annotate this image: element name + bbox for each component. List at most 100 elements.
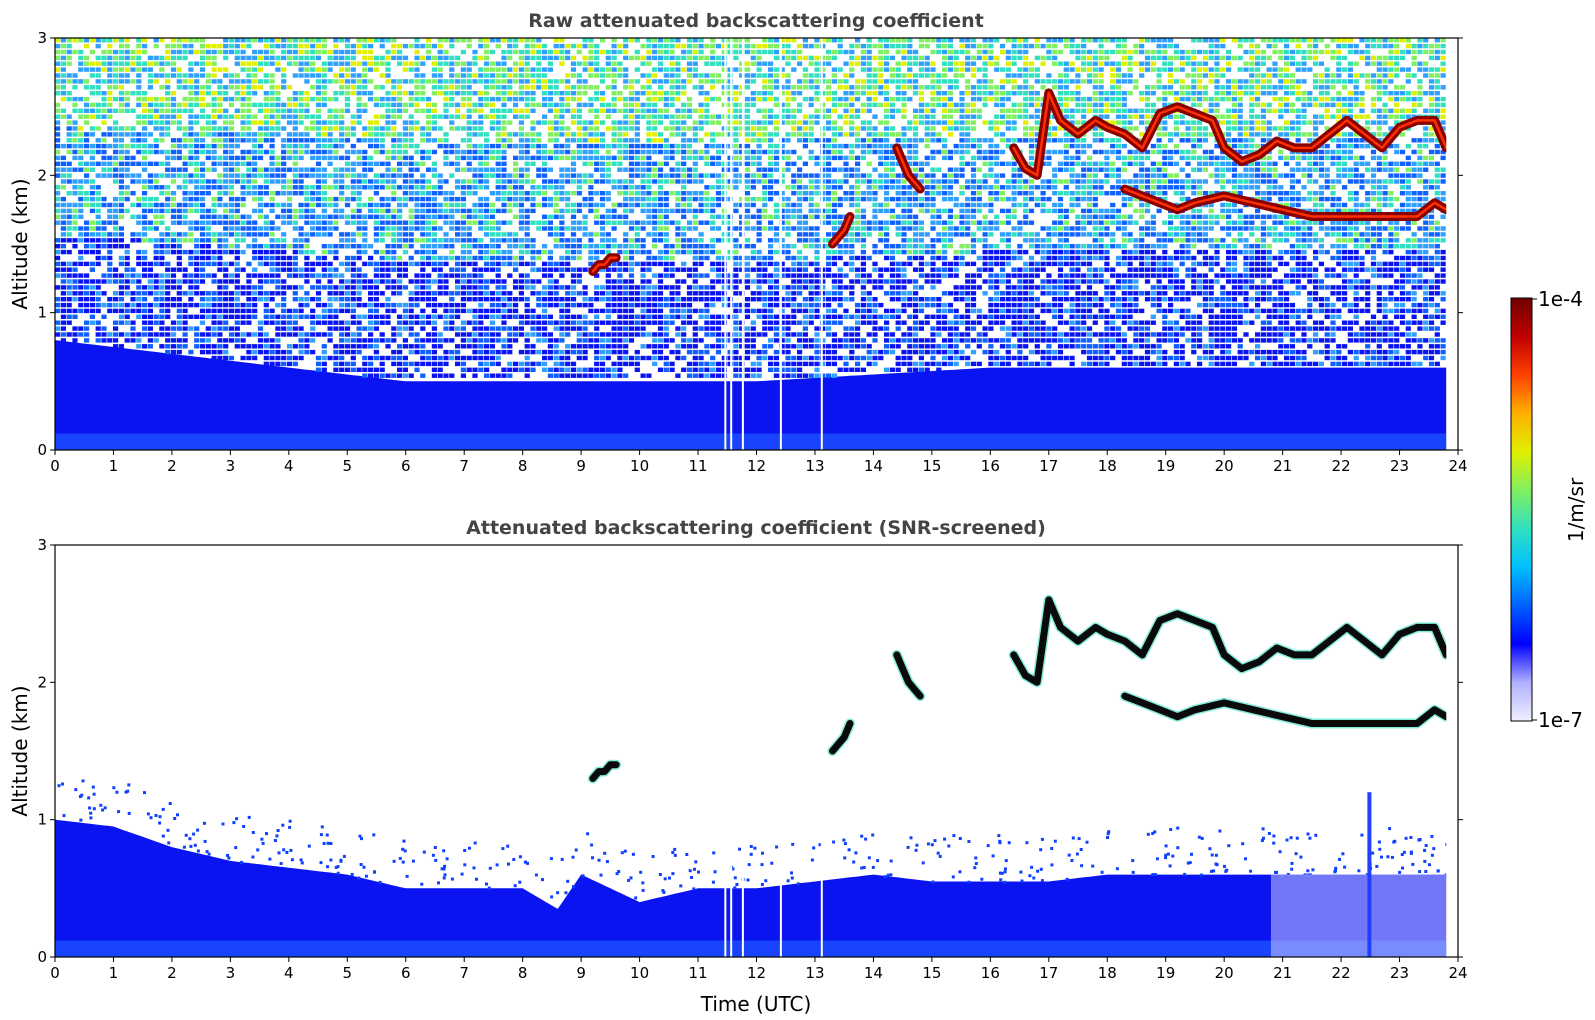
- raw-x-tick-label: 21: [1273, 457, 1292, 475]
- raw-x-tick-label: 18: [1098, 457, 1117, 475]
- screened-x-tick-label: 15: [922, 964, 941, 982]
- raw-cloud-core: [1012, 91, 1448, 177]
- raw-y-axis: 0 1 2 3: [37, 29, 1463, 459]
- screened-data-gap: [724, 545, 727, 957]
- raw-x-tick-label: 22: [1332, 457, 1351, 475]
- screened-x-tick-label: 8: [518, 964, 528, 982]
- raw-x-tick-label: 7: [459, 457, 469, 475]
- raw-x-tick-label: 8: [518, 457, 528, 475]
- screened-cloud-layer: [829, 720, 854, 755]
- screened-cloud-layer: [1010, 596, 1450, 686]
- screened-x-tick-label: 11: [688, 964, 707, 982]
- screened-x-tick-label: 12: [747, 964, 766, 982]
- raw-x-tick-label: 3: [226, 457, 236, 475]
- screened-y-tick-label: 1: [37, 811, 47, 829]
- screened-x-tick-label: 7: [459, 964, 469, 982]
- raw-data-gap: [724, 38, 727, 450]
- raw-y-tick-label: 1: [37, 304, 47, 322]
- raw-y-tick-label: 0: [37, 441, 47, 459]
- screened-x-tick-label: 3: [226, 964, 236, 982]
- screened-x-tick-label: 16: [981, 964, 1000, 982]
- screened-x-tick-label: 2: [167, 964, 177, 982]
- screened-x-tick-label: 6: [401, 964, 411, 982]
- screened-x-tick-label: 5: [343, 964, 353, 982]
- screened-x-tick-label: 0: [50, 964, 60, 982]
- colorbar-unit-label: 1/m/sr: [1564, 477, 1588, 542]
- raw-x-tick-label: 14: [864, 457, 883, 475]
- raw-x-tick-label: 16: [981, 457, 1000, 475]
- raw-x-tick-label: 10: [630, 457, 649, 475]
- screened-data-gap: [741, 545, 744, 957]
- raw-y-tick-label: 2: [37, 166, 47, 184]
- screened-faint-layer: [1270, 874, 1447, 957]
- screened-x-tick-label: 20: [1215, 964, 1234, 982]
- raw-boundary-layer: [55, 340, 1447, 450]
- raw-x-tick-label: 24: [1448, 457, 1467, 475]
- colorbar: 1e-4 1e-7 1/m/sr: [1510, 287, 1588, 732]
- screened-y-axis: 0 1 2 3: [37, 536, 1463, 966]
- screened-data-gap: [779, 545, 782, 957]
- screened-x-tick-label: 22: [1332, 964, 1351, 982]
- raw-cloud-core: [591, 256, 618, 273]
- raw-y-tick-label: 3: [37, 29, 47, 47]
- screened-cloud-layer: [893, 651, 924, 700]
- screened-spike: [1367, 792, 1372, 957]
- screened-cloud-layer: [589, 761, 620, 782]
- screened-y-tick-label: 0: [37, 948, 47, 966]
- raw-x-tick-label: 9: [576, 457, 586, 475]
- raw-x-tick-label: 15: [922, 457, 941, 475]
- raw-heatmap: [55, 38, 1458, 450]
- raw-x-tick-label: 20: [1215, 457, 1234, 475]
- raw-x-tick-label: 4: [284, 457, 294, 475]
- raw-x-tick-label: 0: [50, 457, 60, 475]
- screened-x-tick-label: 13: [805, 964, 824, 982]
- raw-no-data: [1446, 38, 1458, 450]
- raw-cloud-core: [831, 215, 852, 246]
- raw-x-tick-label: 5: [343, 457, 353, 475]
- raw-data-gap: [779, 38, 782, 450]
- colorbar-min-label: 1e-7: [1538, 708, 1583, 732]
- screened-x-tick-label: 9: [576, 964, 586, 982]
- screened-x-axis: 0 1 2 3 4 5 6 7 8 9 10 11 12 13 14 15 16 17 18 19 20 21 22 23 24: [50, 957, 1468, 982]
- screened-x-tick-label: 1: [109, 964, 119, 982]
- screened-data-gap: [820, 545, 823, 957]
- raw-surface-band: [55, 433, 1447, 450]
- screened-y-axis-label: Altitude (km): [8, 685, 32, 816]
- screened-panel: Attenuated backscattering coefficient (S…: [8, 517, 1468, 1016]
- screened-x-tick-label: 19: [1156, 964, 1175, 982]
- screened-cloud-layer: [1121, 692, 1450, 727]
- screened-data-gap: [730, 545, 733, 957]
- raw-panel: Raw attenuated backscattering coefficien…: [8, 10, 1468, 475]
- screened-y-tick-label: 2: [37, 673, 47, 691]
- screened-x-tick-label: 14: [864, 964, 883, 982]
- screened-heatmap: [55, 545, 1458, 957]
- screened-x-tick-label: 23: [1390, 964, 1409, 982]
- screened-x-tick-label: 24: [1448, 964, 1467, 982]
- raw-data-gap: [730, 38, 733, 450]
- raw-x-tick-label: 13: [805, 457, 824, 475]
- x-axis-label: Time (UTC): [700, 992, 812, 1016]
- screened-x-tick-label: 21: [1273, 964, 1292, 982]
- raw-x-tick-label: 6: [401, 457, 411, 475]
- raw-x-tick-label: 12: [747, 457, 766, 475]
- raw-x-axis: 0 1 2 3 4 5 6 7 8 9 10 11 12 13 14 15 16 17 18 19 20 21 22 23 24: [50, 450, 1468, 475]
- raw-x-tick-label: 17: [1039, 457, 1058, 475]
- raw-x-tick-label: 23: [1390, 457, 1409, 475]
- screened-panel-title: Attenuated backscattering coefficient (S…: [466, 517, 1046, 539]
- raw-x-tick-label: 19: [1156, 457, 1175, 475]
- screened-x-tick-label: 4: [284, 964, 294, 982]
- colorbar-gradient: [1510, 297, 1533, 722]
- raw-data-gap: [820, 38, 823, 450]
- screened-x-tick-label: 18: [1098, 964, 1117, 982]
- screened-x-tick-label: 10: [630, 964, 649, 982]
- screened-boundary-layer: [55, 819, 1447, 957]
- raw-cloud-core: [1123, 187, 1448, 218]
- raw-y-axis-label: Altitude (km): [8, 178, 32, 309]
- raw-x-tick-label: 1: [109, 457, 119, 475]
- colorbar-max-label: 1e-4: [1538, 287, 1583, 311]
- raw-cloud-core: [895, 146, 922, 191]
- raw-panel-title: Raw attenuated backscattering coefficien…: [528, 10, 984, 32]
- raw-data-gap: [741, 38, 744, 450]
- raw-x-tick-label: 11: [688, 457, 707, 475]
